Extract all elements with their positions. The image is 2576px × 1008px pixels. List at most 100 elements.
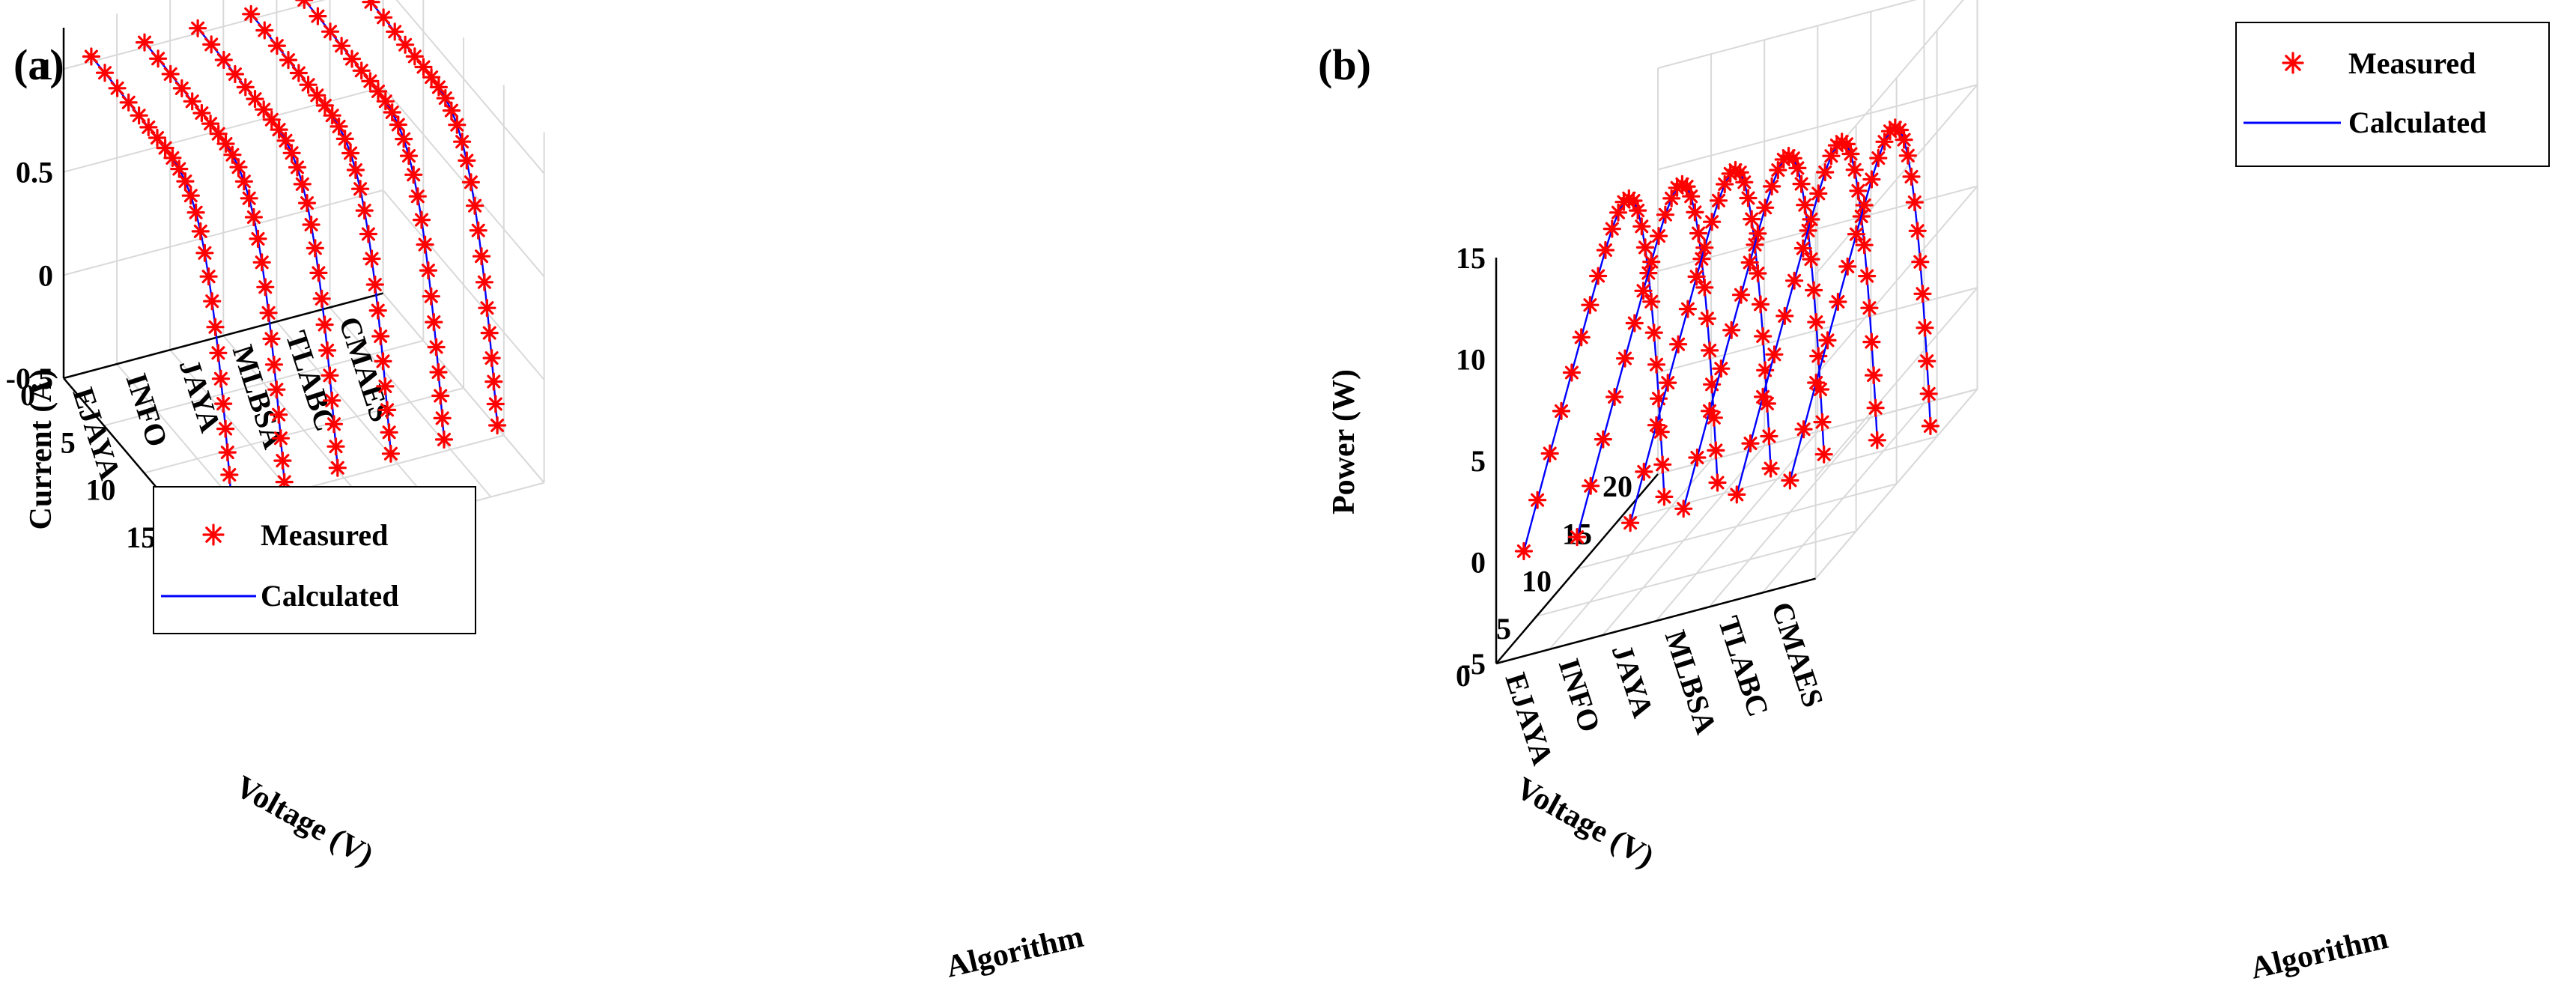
panel-a-measured-point — [234, 172, 253, 191]
panel-b-measured-point — [1594, 430, 1612, 449]
panel-b-algorithm-tick-label: JAYA — [1606, 640, 1661, 721]
panel-a-voltage-tick-label: 0 — [20, 378, 35, 412]
panel-b-measured-point — [1743, 210, 1761, 228]
panel-b-z-tick-label: -5 — [1461, 647, 1486, 681]
panel-b-measured-point — [1695, 278, 1714, 297]
panel-a-measured-point — [289, 64, 308, 82]
panel-a-ylabel: Algorithm — [943, 920, 1087, 985]
panel-a-measured-point — [262, 110, 281, 129]
panel-b-series-tlabc — [1728, 133, 1886, 504]
panel-a-measured-point — [130, 106, 148, 125]
panel-b-measured-point — [1707, 441, 1725, 460]
panel-b-z-tick-label: 5 — [1471, 444, 1486, 478]
panel-a-series-cmaes — [362, 0, 507, 435]
panel-b-measured-point — [1695, 238, 1714, 257]
panel-a-measured-point — [352, 61, 371, 80]
panel-b-algorithm-axis — [1495, 577, 1816, 665]
panel-a-measured-point — [434, 430, 454, 449]
panel-a-measured-point — [206, 318, 225, 336]
panel-b-measured-point — [1562, 363, 1581, 382]
panel-a-measured-point — [229, 158, 248, 177]
panel-a-measured-point — [323, 106, 341, 125]
panel-a-measured-point — [255, 21, 274, 40]
panel-b-measured-point — [1677, 177, 1696, 196]
panel-a-measured-point — [425, 313, 443, 332]
panel-b-measured-point — [1528, 491, 1547, 509]
panel-b-grid-floor-a — [1549, 459, 1712, 650]
panel-b-measured-point — [1647, 416, 1665, 434]
panel-b-measured-point — [1862, 333, 1881, 351]
panel-a-measured-point — [442, 101, 461, 120]
panel-a-measured-point — [487, 416, 507, 435]
panel-a-measured-point — [259, 303, 278, 322]
panel-a-zlabel: Current (A) — [24, 368, 58, 529]
panel-b-measured-point — [1775, 306, 1794, 325]
panel-a-measured-point — [436, 89, 455, 108]
panel-a-measured-point — [346, 160, 365, 180]
panel-b-measured-point — [1754, 387, 1772, 407]
panel-b-grid-side-z — [1657, 287, 1978, 374]
panel-b-measured-point — [1763, 177, 1781, 195]
panel-a-measured-point — [149, 49, 168, 68]
panel-b-measured-point — [1829, 292, 1847, 312]
panel-a-voltage-tick-label: 10 — [86, 473, 116, 507]
panel-b-measured-point — [1792, 174, 1811, 193]
panel-a-measured-point — [214, 50, 233, 70]
panel-a-measured-point — [386, 22, 404, 41]
panel-a-measured-point — [399, 147, 419, 166]
panel-a-measured-point — [236, 78, 255, 97]
panel-a-measured-point — [191, 222, 210, 240]
panel-a-measured-point — [332, 37, 351, 55]
panel-b-measured-point — [1644, 324, 1663, 342]
panel-a-measured-point — [323, 391, 341, 410]
panel-b-measured-point — [1739, 189, 1758, 207]
panel-a-measured-point — [176, 172, 195, 191]
panel-b-series — [1514, 118, 1939, 561]
panel-b-voltage-tick-label: 0 — [1456, 659, 1471, 693]
panel-b-measured-point — [1572, 328, 1591, 347]
panel-a-measured-point — [335, 130, 354, 148]
panel-b-calculated-line-info — [1576, 183, 1719, 538]
panel-b-measured-point — [1603, 219, 1621, 238]
panel-b-measured-point — [1756, 198, 1775, 217]
panel-b-voltage-tick-label: 5 — [1496, 612, 1511, 646]
panel-a-measured-point — [380, 423, 398, 442]
panel-a-measured-point — [189, 19, 207, 37]
panel-a-measured-point — [203, 292, 222, 311]
panel-a-measured-point — [172, 79, 191, 98]
panel-a-measured-point — [478, 299, 496, 318]
panel-b-measured-point — [1838, 257, 1857, 276]
panel-a-measured-point — [448, 115, 467, 134]
panel-b-measured-point — [1761, 459, 1780, 478]
panel-a-measured-point — [433, 409, 452, 428]
panel-a-measured-point — [270, 405, 288, 424]
panel-b-measured-point — [1849, 181, 1868, 200]
panel-a-measured-point — [452, 133, 472, 151]
panel-b-measured-point — [1807, 313, 1826, 332]
panel-b-measured-point — [1858, 267, 1877, 285]
panel-b-measured-point — [1712, 359, 1731, 378]
panel-a-measured-point — [374, 352, 392, 371]
panel-b-calculated-line-cmaes — [1789, 126, 1932, 481]
panel-b-measured-point — [1751, 295, 1770, 314]
panel-b-measured-point — [1781, 471, 1799, 490]
panel-b-measured-point — [1807, 373, 1826, 392]
panel-a-measured-point — [309, 264, 328, 282]
panel-b-grid-side-z — [1657, 185, 1978, 272]
panel-a-measured-point — [246, 90, 264, 109]
panel-b-measured-point — [1813, 413, 1832, 431]
panel-a-measured-point — [192, 103, 211, 123]
panel-b-power-voltage: (b) 05101520EJAYAINFOJAYAMLBSATLABCCMAES… — [1318, 0, 2550, 986]
panel-b-algorithm-tick-label: CMAES — [1765, 598, 1830, 711]
panel-a-grid-back-z — [382, 189, 545, 380]
panel-a-measured-point — [199, 267, 218, 286]
panel-a-measured-point — [472, 247, 491, 266]
panel-b-measured-point — [1698, 309, 1716, 328]
panel-a-measured-point — [244, 207, 263, 227]
panel-a-measured-point — [161, 64, 180, 84]
panel-b-z-tick-label: 10 — [1456, 343, 1486, 377]
panel-a-measured-point — [361, 72, 380, 91]
panel-b-legend-calculated-label: Calculated — [2348, 106, 2486, 139]
panel-a-measured-point — [302, 215, 321, 234]
panel-b-measured-point — [1793, 239, 1812, 258]
